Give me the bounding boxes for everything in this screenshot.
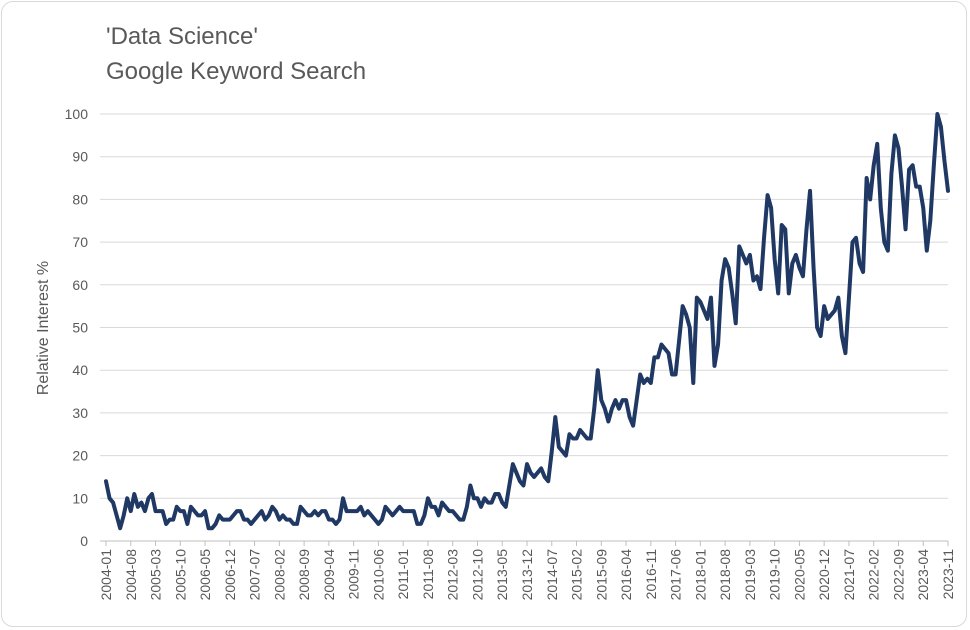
x-tick-label: 2012-10: [469, 549, 485, 601]
x-tick-label: 2017-06: [668, 549, 684, 601]
x-tick-label: 2006-05: [197, 549, 213, 601]
x-tick-label: 2019-10: [767, 549, 783, 601]
x-tick-label: 2012-03: [445, 549, 461, 601]
x-tick-label: 2005-03: [148, 549, 164, 601]
x-tick-label: 2016-04: [618, 549, 634, 601]
x-tick-label: 2015-09: [593, 549, 609, 601]
x-tick-label: 2010-06: [370, 549, 386, 601]
x-tick-label: 2020-05: [791, 549, 807, 601]
x-tick-label: 2013-12: [519, 549, 535, 601]
x-axis-ticks: 2004-01 2004-08 2005-03 2005-10 2006-05 2006-…: [98, 541, 956, 600]
y-axis-label: Relative Interest %: [35, 261, 52, 395]
x-tick-label: 2018-01: [692, 549, 708, 601]
x-tick-label: 2013-05: [494, 549, 510, 601]
y-tick-label: 50: [72, 320, 88, 336]
x-tick-label: 2008-02: [271, 549, 287, 601]
x-tick-label: 2015-02: [569, 549, 585, 601]
x-tick-label: 2023-11: [940, 549, 956, 600]
x-tick-label: 2011-08: [420, 549, 436, 600]
x-tick-label: 2007-07: [247, 549, 263, 601]
y-tick-label: 70: [72, 234, 88, 250]
x-tick-label: 2019-03: [742, 549, 758, 601]
chart-title: 'Data Science': [106, 23, 258, 50]
chart-subtitle: Google Keyword Search: [106, 58, 367, 85]
x-tick-label: 2005-10: [172, 549, 188, 601]
x-tick-label: 2021-07: [841, 549, 857, 601]
x-tick-label: 2011-01: [395, 549, 411, 600]
x-tick-label: 2022-02: [866, 549, 882, 601]
x-tick-label: 2023-04: [915, 549, 931, 601]
series-line: [104, 112, 950, 531]
x-tick-label: 2004-08: [123, 549, 139, 601]
series-layer: [104, 112, 950, 531]
y-tick-label: 0: [80, 533, 88, 549]
x-tick-label: 2014-07: [544, 549, 560, 601]
x-tick-label: 2022-09: [890, 549, 906, 601]
y-tick-label: 60: [72, 277, 88, 293]
y-tick-label: 40: [72, 362, 88, 378]
y-tick-label: 100: [65, 106, 89, 122]
y-tick-label: 10: [72, 490, 88, 506]
x-tick-label: 2009-11: [346, 549, 362, 600]
y-tick-label: 90: [72, 149, 88, 165]
x-tick-label: 2018-08: [717, 549, 733, 601]
x-tick-label: 2004-01: [98, 549, 114, 601]
x-tick-label: 2006-12: [222, 549, 238, 601]
y-tick-label: 80: [72, 191, 88, 207]
y-axis-ticks: 0 10 20 30 40 50 60 70 80 90 100: [65, 106, 89, 549]
x-tick-label: 2008-09: [296, 549, 312, 601]
x-tick-label: 2009-04: [321, 549, 337, 601]
y-tick-label: 20: [72, 448, 88, 464]
x-tick-label: 2020-12: [816, 549, 832, 601]
x-tick-label: 2016-11: [643, 549, 659, 600]
y-tick-label: 30: [72, 405, 88, 421]
